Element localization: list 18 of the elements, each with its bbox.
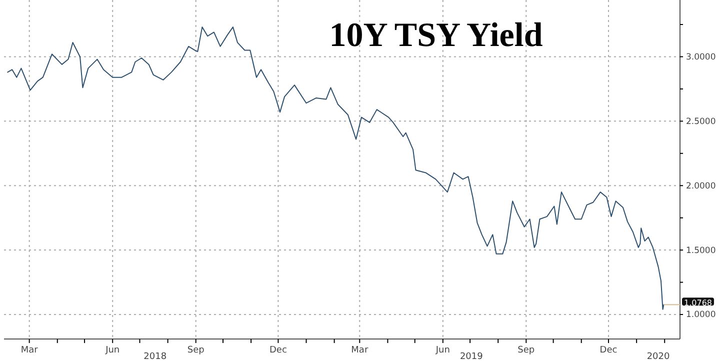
y-tick-label: 3.0000 xyxy=(686,52,716,62)
y-tick-label: 2.0000 xyxy=(686,181,716,192)
text: 2019 xyxy=(460,352,484,361)
x-tick-label: Jun xyxy=(434,345,450,356)
x-tick-label: Sep xyxy=(518,345,535,356)
text: 2018 xyxy=(144,352,167,361)
x-tick-label: Jun xyxy=(104,345,120,356)
x-tick-label: Mar xyxy=(20,345,38,356)
y-tick-label: 1.0000 xyxy=(686,310,716,320)
x-tick-label: Mar xyxy=(351,345,368,356)
annotation: 1.0768 xyxy=(684,298,712,308)
x-tick-label: Dec xyxy=(269,345,287,356)
x-tick-label: Dec xyxy=(600,345,618,356)
text: 10Y TSY Yield xyxy=(329,17,543,54)
y-tick-label: 1.5000 xyxy=(686,246,716,256)
x-tick-label: Sep xyxy=(187,345,205,356)
y-tick-label: 2.5000 xyxy=(686,116,716,127)
text: 2020 xyxy=(646,352,670,361)
